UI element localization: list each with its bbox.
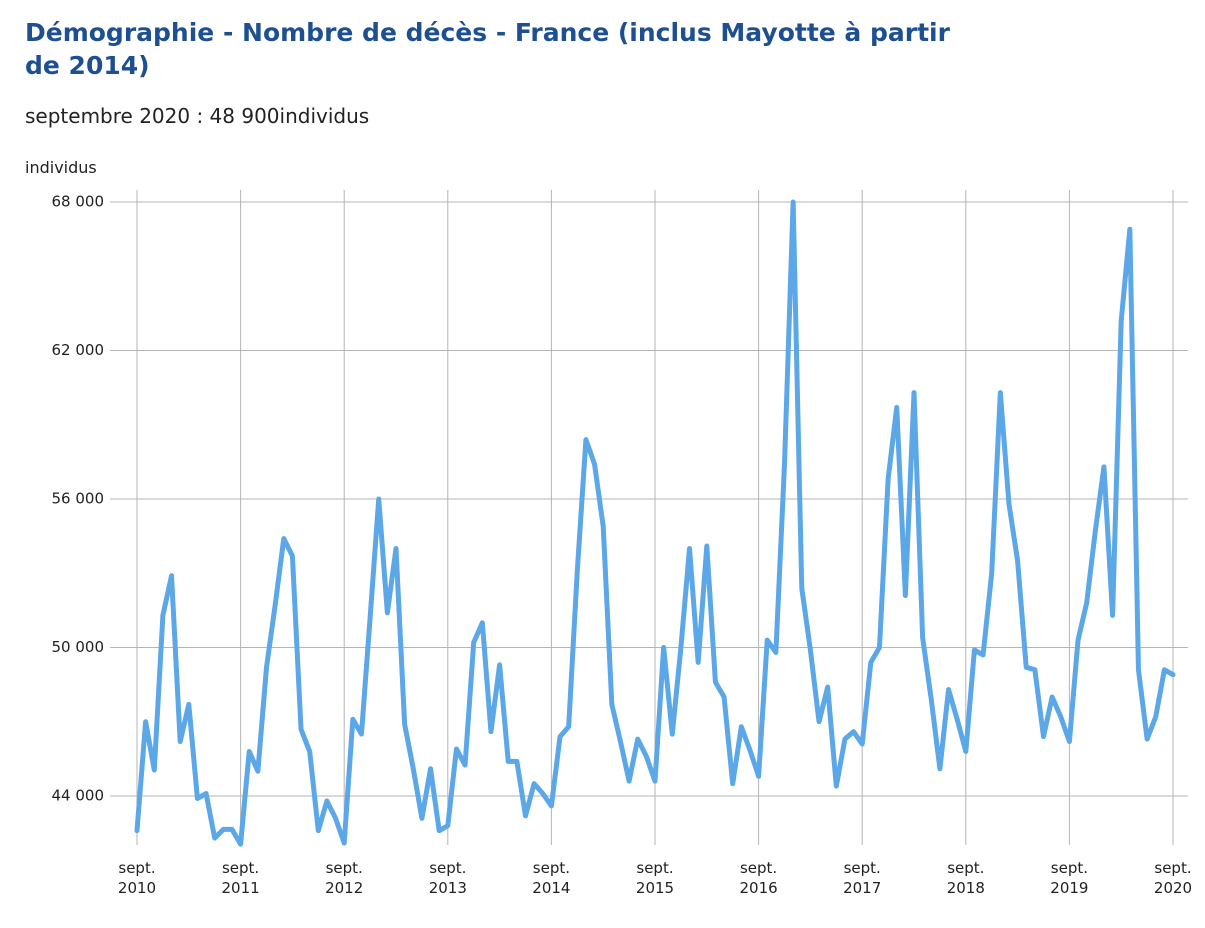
y-tick-label: 62 000 [52,341,105,359]
x-tick-label: sept. 2013 [428,859,467,897]
x-tick-label: sept. 2014 [532,859,571,897]
x-tick-label: sept. 2017 [843,859,882,897]
y-tick-label: 68 000 [52,193,105,211]
x-tick-label: sept. 2018 [946,859,985,897]
x-tick-label: sept. 2015 [635,859,675,897]
y-axis-title: individus [25,158,97,177]
x-tick-label: sept. 2010 [117,859,157,897]
chart-subtitle: septembre 2020 : 48 900individus [25,104,370,128]
x-tick-label: sept. 2011 [221,859,260,897]
x-tick-label: sept. 2012 [325,859,364,897]
x-tick-label: sept. 2019 [1050,859,1089,897]
y-tick-label: 44 000 [52,787,105,805]
y-tick-label: 50 000 [52,638,105,656]
chart-title: Démographie - Nombre de décès - France (… [25,18,950,80]
x-tick-label: sept. 2016 [739,859,778,897]
data-line [134,199,1176,847]
x-tick-label: sept. 2020 [1153,859,1193,897]
y-tick-label: 56 000 [52,490,105,508]
